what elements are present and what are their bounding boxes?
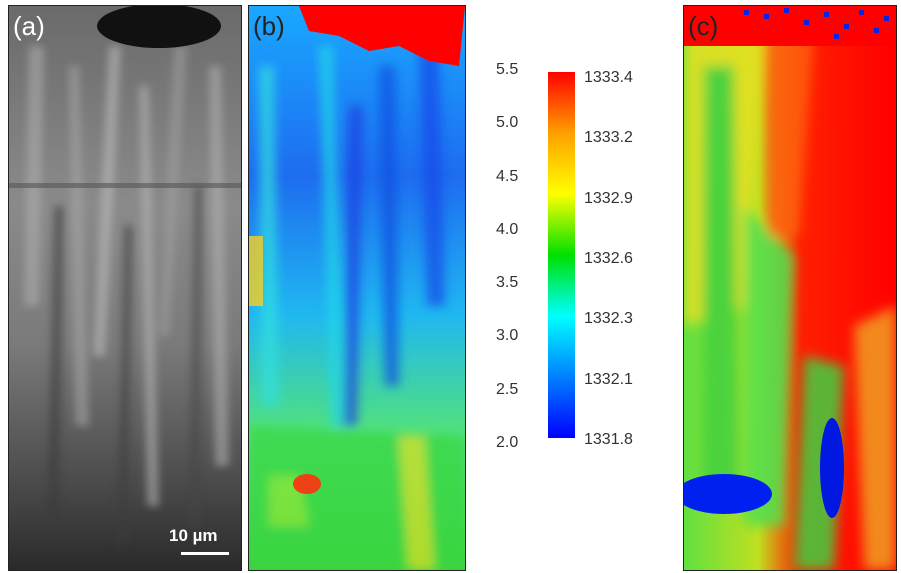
colorbar-tick-label: 1331.8 (584, 431, 633, 448)
colorbar-labels: 1333.4 1333.2 1332.9 1332.6 1332.3 1332.1 1331… (584, 60, 679, 455)
panel-a-micrograph: (a) 10 µm (8, 5, 242, 571)
scale-tick-label: 4.0 (496, 220, 519, 238)
scale-tick-label: 3.0 (496, 327, 519, 345)
left-scale-axis: 5.5 5.0 4.5 4.0 3.5 3.0 2.5 2.0 (478, 60, 538, 455)
colorbar-tick-label: 1332.3 (584, 310, 633, 328)
colorbar-tick-label: 1332.1 (584, 370, 633, 388)
panel-c-map: (c) (683, 5, 897, 571)
colorbar-tick-label: 1332.6 (584, 250, 633, 267)
scale-tick-label: 5.0 (496, 114, 519, 132)
scalebar-label: 10 µm (169, 526, 218, 545)
scale-tick-label: 4.5 (496, 167, 519, 185)
scale-tick-label: 3.5 (496, 274, 519, 292)
panel-c-label: (c) (688, 11, 719, 41)
scalebar-line (181, 552, 229, 555)
panel-b-label: (b) (253, 11, 285, 41)
raman-map-c (684, 6, 896, 570)
scale-tick-label: 2.0 (496, 434, 519, 451)
colorbar (548, 72, 575, 438)
raman-map-b (249, 6, 465, 570)
colorbar-tick-label: 1333.4 (584, 69, 633, 86)
panel-a-label: (a) (13, 11, 45, 41)
colorbar-tick-label: 1332.9 (584, 189, 633, 207)
panel-b-map: (b) (248, 5, 466, 571)
scale-tick-label: 5.5 (496, 61, 519, 78)
micrograph-image (9, 6, 241, 570)
colorbar-tick-label: 1333.2 (584, 129, 633, 147)
scale-tick-label: 2.5 (496, 380, 519, 398)
